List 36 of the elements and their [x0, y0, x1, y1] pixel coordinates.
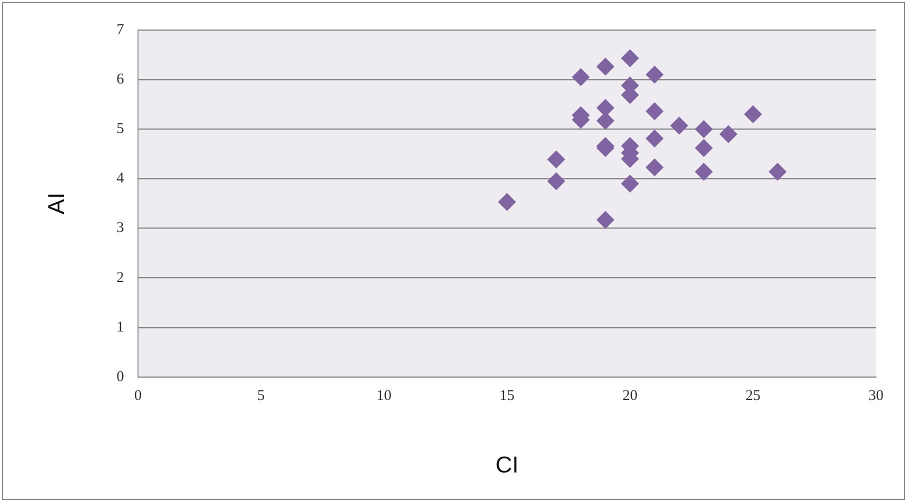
- x-tick-label: 5: [257, 388, 265, 404]
- point: [719, 125, 738, 144]
- y-tick-label: 2: [116, 270, 124, 286]
- y-tick-label: 6: [116, 72, 124, 88]
- x-tick-label: 0: [134, 388, 142, 404]
- y-tick-label: 7: [116, 22, 124, 38]
- point: [646, 130, 664, 148]
- x-tick-label: 15: [500, 388, 514, 404]
- x-tick-label: 20: [622, 388, 638, 404]
- y-tick-label: 1: [116, 319, 124, 336]
- y-tick-label: 0: [116, 368, 124, 385]
- y-axis-title: AI: [43, 192, 70, 214]
- point: [694, 138, 713, 157]
- point: [596, 58, 614, 76]
- x-tick-label: 25: [746, 388, 760, 404]
- point: [621, 49, 639, 68]
- point: [572, 68, 590, 86]
- point: [646, 66, 664, 84]
- y-tick-label: 3: [116, 220, 124, 236]
- point: [646, 158, 664, 176]
- point: [694, 120, 713, 138]
- point: [670, 116, 688, 135]
- y-tick-label: 5: [116, 121, 124, 138]
- point: [646, 102, 664, 120]
- x-axis-title: CI: [496, 452, 518, 478]
- x-tick-label: 10: [376, 388, 392, 404]
- point: [596, 210, 614, 229]
- point: [498, 193, 516, 212]
- y-tick-label: 4: [116, 170, 124, 187]
- point: [621, 174, 639, 193]
- point: [768, 162, 787, 181]
- point: [547, 172, 566, 190]
- point: [547, 150, 566, 168]
- x-tick-label: 30: [868, 388, 884, 404]
- point: [744, 105, 762, 124]
- point: [694, 162, 713, 181]
